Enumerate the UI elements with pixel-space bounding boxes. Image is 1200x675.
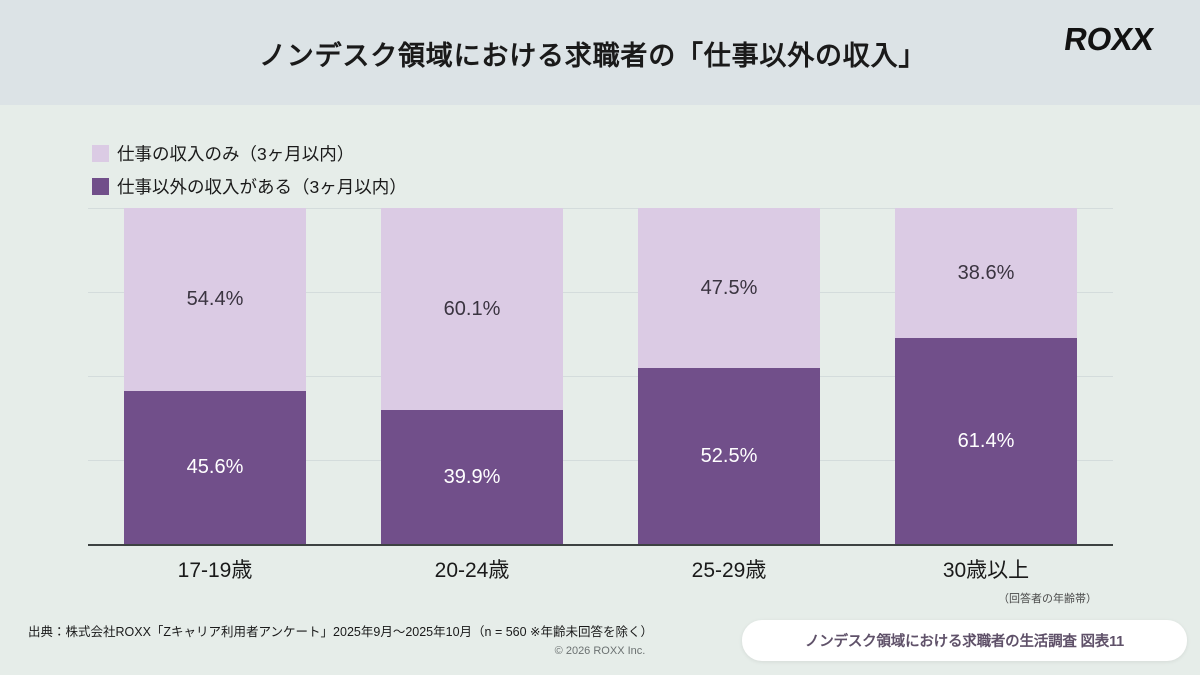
- svg-text:ROXX: ROXX: [1062, 21, 1157, 57]
